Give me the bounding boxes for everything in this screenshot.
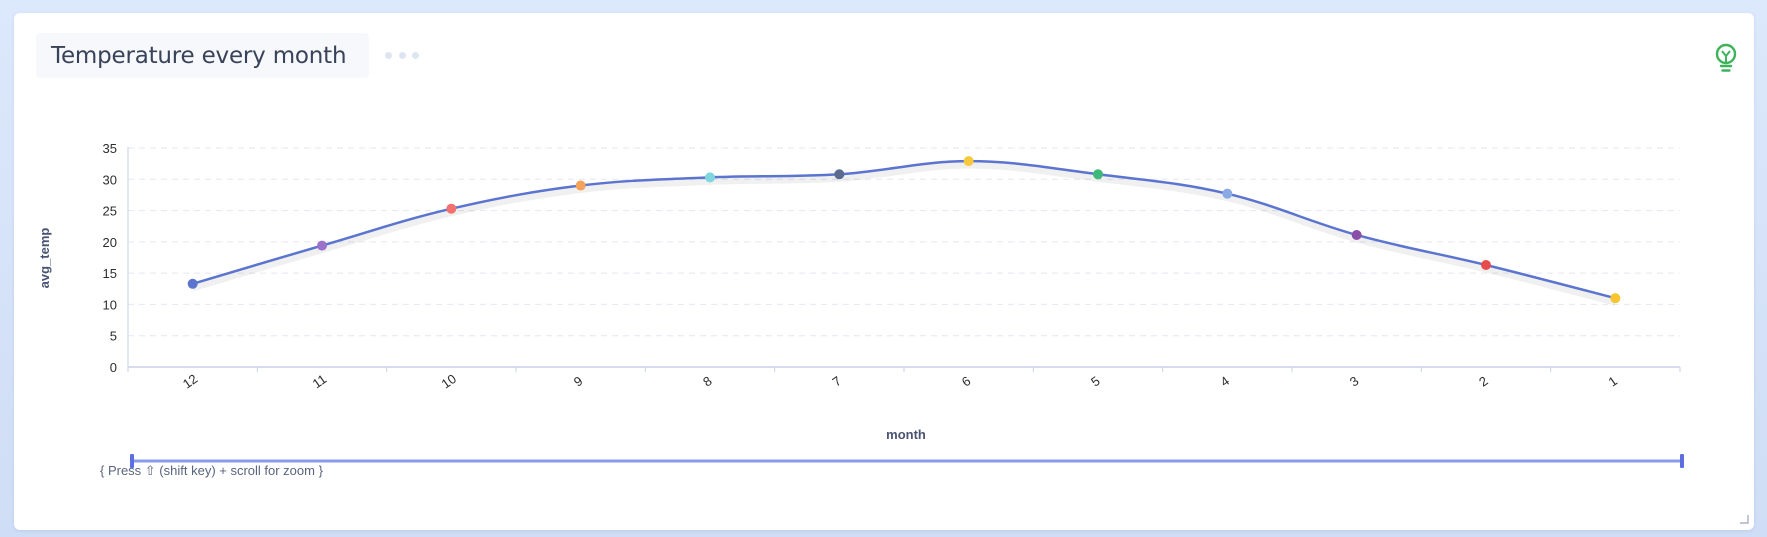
x-axis-title: month: [886, 427, 926, 442]
data-point: [1351, 229, 1362, 240]
x-tick-label: 8: [700, 373, 715, 389]
x-tick-label: 4: [1217, 373, 1232, 389]
data-point: [963, 156, 974, 167]
data-point: [705, 172, 715, 183]
y-tick-label: 30: [103, 172, 117, 187]
more-dot: [412, 51, 419, 59]
x-tick-label: 3: [1347, 373, 1362, 389]
data-point: [834, 169, 845, 180]
x-tick-label: 7: [829, 373, 844, 389]
resize-handle-icon[interactable]: [1739, 514, 1749, 524]
x-tick-label: 11: [310, 371, 330, 391]
data-point: [317, 240, 327, 251]
more-dot: [385, 51, 392, 59]
y-tick-label: 20: [103, 235, 117, 250]
data-point: [1610, 293, 1621, 304]
y-tick-label: 0: [110, 360, 117, 375]
data-point: [446, 203, 457, 214]
x-tick-label: 1: [1605, 373, 1620, 389]
x-tick-label: 5: [1088, 373, 1103, 389]
zoom-handle-left[interactable]: [130, 454, 134, 468]
x-tick-label: 10: [439, 371, 459, 392]
more-dot: [398, 51, 406, 59]
y-tick-label: 35: [103, 141, 117, 156]
series-line: [192, 159, 1616, 300]
y-tick-label: 5: [110, 329, 117, 344]
y-tick-label: 10: [103, 297, 117, 312]
data-point: [1222, 188, 1233, 199]
more-dots-icon[interactable]: [385, 48, 419, 62]
data-point: [1481, 260, 1491, 271]
x-tick-label: 12: [180, 371, 200, 392]
data-point: [1093, 169, 1103, 180]
x-tick-label: 6: [959, 373, 974, 389]
y-axis-title: avg_temp: [37, 228, 52, 289]
zoom-handle-right[interactable]: [1680, 454, 1684, 468]
series-line-shadow: [191, 161, 1617, 306]
y-tick-label: 25: [103, 204, 117, 219]
zoom-hint: { Press ⇧ (shift key) + scroll for zoom …: [100, 463, 323, 478]
lightbulb-icon[interactable]: [1710, 41, 1742, 75]
data-point: [187, 278, 198, 289]
x-tick-label: 9: [571, 373, 586, 389]
chart-card: Temperature every month: [14, 13, 1754, 530]
data-point: [575, 180, 586, 191]
chart-title[interactable]: Temperature every month: [36, 33, 369, 78]
y-tick-label: 15: [103, 266, 117, 281]
x-tick-label: 2: [1476, 373, 1491, 389]
